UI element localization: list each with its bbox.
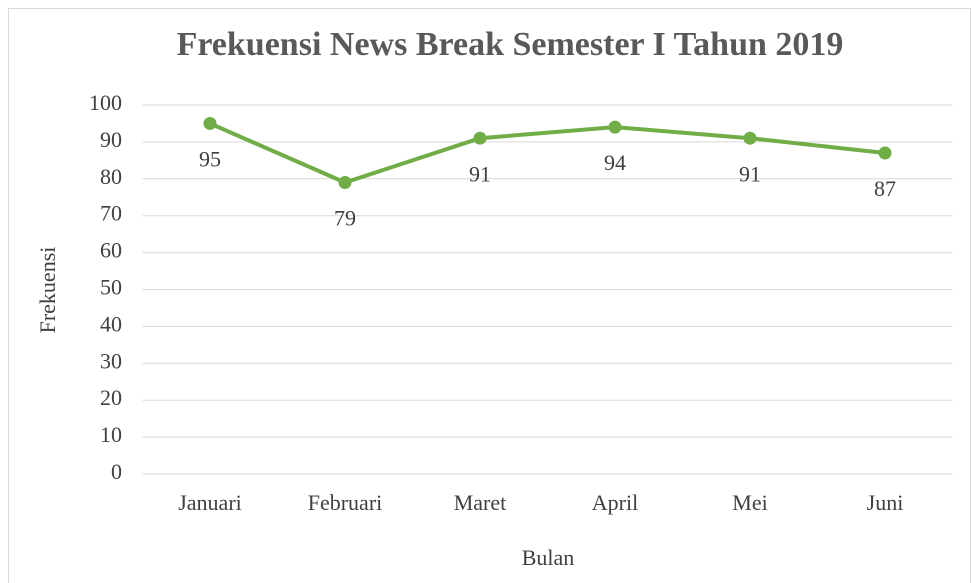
chart-title: Frekuensi News Break Semester I Tahun 20… [177,26,844,63]
x-tick-label: Juni [867,490,904,515]
chart-border [8,8,971,583]
x-tick-label: Mei [732,490,767,515]
x-tick-label: Januari [178,490,242,515]
y-tick-label: 0 [111,459,122,484]
data-label: 94 [604,150,626,175]
line [209,121,886,185]
data-label: 79 [334,206,356,231]
y-tick-label: 30 [100,348,122,373]
point [473,131,487,145]
data-label: 91 [469,161,491,186]
point [608,120,622,134]
y-tick-label: 20 [100,385,122,410]
x-tick-label: Februari [308,490,383,515]
y-tick-label: 80 [100,164,122,189]
x-axis-label: Bulan [522,545,575,570]
x-tick-label: April [592,490,638,515]
x-tick-label: Maret [454,490,507,515]
y-tick-label: 10 [100,422,122,447]
point [878,146,892,160]
point [203,116,217,130]
y-tick-label: 100 [89,90,122,115]
y-tick-label: 90 [100,127,122,152]
data-label: 91 [739,161,761,186]
y-tick-label: 40 [100,311,122,336]
data-label: 87 [874,176,896,201]
y-tick-label: 60 [100,238,122,263]
point [743,131,757,145]
data-label: 95 [199,146,221,171]
y-tick-label: 50 [100,275,122,300]
y-axis-label: Frekuensi [35,247,60,334]
y-tick-label: 70 [100,201,122,226]
point [338,175,352,189]
